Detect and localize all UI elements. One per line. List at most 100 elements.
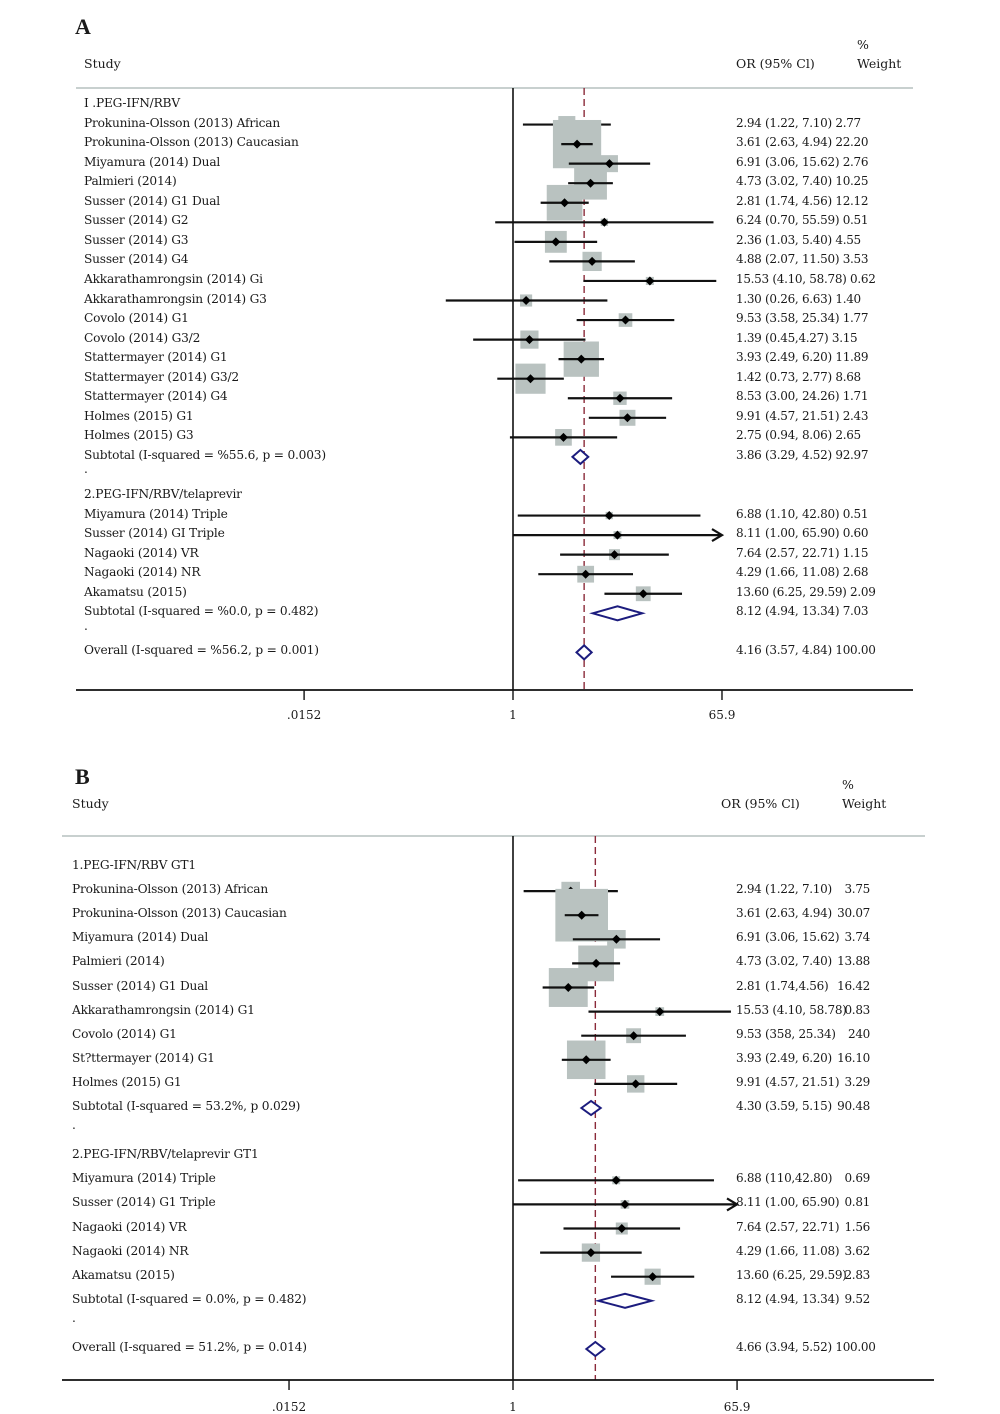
- study-label: Nagaoki (2014) VR: [84, 545, 199, 560]
- point-estimate: [599, 217, 609, 227]
- study-marker: [540, 184, 589, 221]
- study-label: Akkarathamrongsin (2014) Gi: [84, 271, 263, 286]
- study-label: Susser (2014) G3: [84, 232, 189, 247]
- or-ci-value: 7.64 (2.57, 22.71) 1.15: [736, 545, 869, 560]
- panel-letter: A: [75, 14, 91, 39]
- study-label: Nagaoki (2014) NR: [72, 1243, 189, 1258]
- weight-percent-header: %: [857, 37, 869, 52]
- study-label: Akkarathamrongsin (2014) G3: [84, 291, 267, 306]
- study-label: Susser (2014) G1 Dual: [72, 978, 208, 993]
- x-tick-label: 65.9: [708, 708, 736, 722]
- study-label: Miyamura (2014) Triple: [84, 506, 228, 521]
- point-estimate: [581, 1055, 591, 1065]
- point-estimate: [587, 256, 597, 266]
- panel-letter: B: [75, 764, 90, 789]
- study-marker: [563, 1222, 681, 1235]
- study-label: Prokunina-Olsson (2013) Caucasian: [84, 135, 299, 150]
- study-marker: [588, 1007, 731, 1017]
- study-marker: [549, 251, 635, 272]
- study-marker: [518, 1175, 714, 1185]
- study-marker: [445, 294, 608, 307]
- study-marker: [542, 968, 595, 1007]
- study-marker: [581, 1028, 686, 1044]
- spacer-label: .: [84, 618, 88, 633]
- point-estimate: [645, 276, 655, 286]
- study-label: Holmes (2015) G3: [84, 428, 194, 443]
- or-ci-value: 6.91 (3.06, 15.62) 2.76: [736, 154, 869, 169]
- study-marker: [473, 330, 586, 349]
- study-marker: [517, 511, 701, 521]
- study-marker: [513, 528, 725, 543]
- study-marker: [561, 1040, 611, 1080]
- or-ci-value: 2.81 (1.74,4.56): [736, 978, 829, 993]
- study-marker: [567, 391, 673, 405]
- weight-value: 16.42: [837, 978, 870, 993]
- or-ci-value: 8.12 (4.94, 13.34) 7.03: [736, 604, 869, 619]
- subtotal-label: Subtotal (I-squared = 53.2%, p 0.029): [72, 1099, 301, 1113]
- point-estimate: [620, 1199, 630, 1209]
- or-ci-value: 4.29 (1.66, 11.08): [736, 1243, 840, 1258]
- point-estimate: [521, 296, 531, 305]
- subtotal-diamond: [579, 1099, 603, 1117]
- or-ci-value: 9.91 (4.57, 21.51): [736, 1074, 840, 1089]
- x-tick-label: .0152: [271, 1400, 307, 1414]
- study-label: Prokunina-Olsson (2013) African: [84, 115, 281, 130]
- weight-value: 0.69: [844, 1171, 870, 1186]
- study-label: Prokunina-Olsson (2013) African: [72, 882, 269, 897]
- point-estimate: [617, 1224, 627, 1233]
- weight-value: 0.83: [844, 1002, 870, 1017]
- group-label: 2.PEG-IFN/RBV/telaprevir GT1: [72, 1147, 259, 1162]
- or-ci-value: 3.61 (2.63, 4.94) 22.20: [736, 135, 869, 150]
- point-estimate: [629, 1031, 639, 1041]
- study-marker: [514, 230, 598, 253]
- study-label: Palmieri (2014): [84, 174, 177, 189]
- group-label: 2.PEG-IFN/RBV/telaprevir: [84, 487, 242, 501]
- study-marker: [594, 1075, 678, 1093]
- study-label: Palmieri (2014): [72, 954, 165, 969]
- point-estimate: [525, 374, 535, 384]
- study-label: Miyamura (2014) Triple: [72, 1171, 216, 1186]
- study-label: Susser (2014) G2: [84, 213, 189, 228]
- or-ci-value: 6.88 (110,42.80): [736, 1171, 833, 1186]
- point-estimate: [620, 315, 630, 325]
- point-estimate: [591, 958, 601, 968]
- study-label: Susser (2014) G4: [84, 252, 189, 267]
- study-label: Akamatsu (2015): [84, 584, 187, 599]
- weight-value: 3.74: [844, 930, 870, 945]
- study-label: Holmes (2015) G1: [72, 1074, 182, 1089]
- or-ci-value: 2.36 (1.03, 5.40) 4.55: [736, 232, 861, 247]
- or-ci-value: 9.53 (3.58, 25.34) 1.77: [736, 311, 869, 326]
- or-ci-value: 1.30 (0.26, 6.63) 1.40: [736, 291, 861, 306]
- subtotal-label: Subtotal (I-squared = %55.6, p = 0.003): [84, 447, 326, 462]
- or-ci-value: 6.88 (1.10, 42.80) 0.51: [736, 506, 869, 521]
- weight-value: 16.10: [837, 1050, 870, 1065]
- weight-value: 30.07: [837, 906, 870, 921]
- point-estimate: [560, 198, 570, 208]
- or-column-header: OR (95% Cl): [721, 796, 800, 811]
- x-tick-label: 1: [509, 708, 517, 722]
- point-estimate: [622, 413, 632, 423]
- subtotal-label: Subtotal (I-squared = %0.0, p = 0.482): [84, 604, 319, 619]
- x-tick-label: 1: [509, 1400, 517, 1414]
- study-label: Holmes (2015) G1: [84, 408, 194, 423]
- point-estimate: [577, 910, 587, 920]
- overall-diamond: [575, 644, 594, 661]
- or-ci-value: 6.24 (0.70, 55.59) 0.51: [736, 213, 869, 228]
- or-ci-value: 4.73 (3.02, 7.40): [736, 954, 832, 969]
- or-ci-value: 8.53 (3.00, 24.26) 1.71: [736, 389, 869, 404]
- study-marker: [495, 217, 714, 227]
- spacer-label: .: [72, 1310, 76, 1325]
- or-ci-value: 2.94 (1.22, 7.10): [736, 882, 832, 897]
- point-estimate: [558, 432, 568, 442]
- study-label: Akkarathamrongsin (2014) G1: [72, 1002, 255, 1017]
- or-ci-value: 2.75 (0.94, 8.06) 2.65: [736, 428, 861, 443]
- or-column-header: OR (95% Cl): [736, 56, 815, 71]
- study-label: Covolo (2014) G1: [84, 311, 189, 326]
- or-ci-value: 8.11 (1.00, 65.90) 0.60: [736, 526, 869, 541]
- study-label: Stattermayer (2014) G4: [84, 389, 228, 404]
- or-ci-value: 4.30 (3.59, 5.15): [736, 1099, 832, 1113]
- or-ci-value: 4.16 (3.57, 4.84) 100.00: [736, 643, 876, 658]
- point-estimate: [586, 178, 596, 188]
- weight-column-header: Weight: [842, 796, 887, 811]
- overall-diamond: [584, 1340, 607, 1358]
